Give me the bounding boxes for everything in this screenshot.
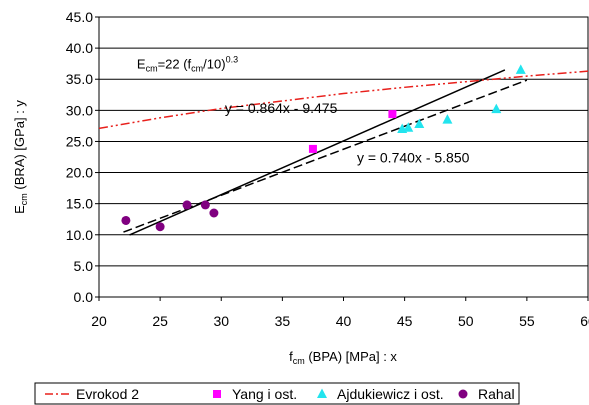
data-point bbox=[515, 64, 526, 74]
trendline-equation: y = 0.864x - 9.475 bbox=[225, 100, 338, 116]
data-point bbox=[442, 114, 453, 124]
axes: 0.0 5.0 10.0 15.0 20.0 25.0 30.0 35.0 40.0 45.0 20… bbox=[66, 9, 589, 329]
x-tick-label: 45 bbox=[397, 313, 413, 329]
y-tick-label: 5.0 bbox=[74, 258, 94, 274]
x-axis-label: fcm (BPA) [MPa] : x bbox=[289, 349, 397, 366]
data-point bbox=[182, 200, 192, 210]
legend-label: Rahal bbox=[478, 386, 515, 402]
data-point bbox=[209, 208, 219, 218]
y-tick-label: 30.0 bbox=[66, 102, 93, 118]
y-tick-label: 0.0 bbox=[74, 289, 94, 305]
x-tick-label: 25 bbox=[152, 313, 168, 329]
legend-swatch bbox=[458, 389, 468, 399]
series bbox=[98, 64, 589, 236]
legend-box bbox=[34, 382, 520, 405]
legend-label: Yang i ost. bbox=[232, 386, 297, 402]
y-axis-label: Ecm (BRA) [GPa] : y bbox=[12, 100, 29, 214]
x-tick-label: 20 bbox=[91, 313, 107, 329]
x-tick-label: 30 bbox=[213, 313, 229, 329]
x-tick-label: 55 bbox=[519, 313, 535, 329]
x-tick-label: 35 bbox=[275, 313, 291, 329]
y-tick-label: 15.0 bbox=[66, 196, 93, 212]
formula-annotation: Ecm=22 (fcm/10)0.3 bbox=[137, 55, 238, 74]
data-point bbox=[155, 222, 165, 232]
legend-swatch bbox=[213, 390, 221, 398]
y-tick-label: 25.0 bbox=[66, 133, 93, 149]
data-point bbox=[491, 103, 502, 114]
trendline bbox=[129, 69, 506, 236]
data-point bbox=[403, 122, 414, 132]
x-tick-label: 50 bbox=[458, 313, 474, 329]
legend-label: Evrokod 2 bbox=[76, 386, 139, 402]
legend: Evrokod 2 Yang i ost. Ajdukiewicz i ost. Ra… bbox=[34, 382, 520, 405]
data-point bbox=[308, 144, 317, 153]
data-point bbox=[414, 118, 425, 129]
y-tick-label: 45.0 bbox=[66, 9, 93, 25]
y-tick-label: 20.0 bbox=[66, 165, 93, 181]
data-point bbox=[200, 200, 210, 210]
annotations: y = 0.864x - 9.475 y = 0.740x - 5.850 Ecm=… bbox=[137, 55, 470, 166]
y-tick-label: 35.0 bbox=[66, 71, 93, 87]
y-tick-label: 10.0 bbox=[66, 227, 93, 243]
x-tick-label: 40 bbox=[336, 313, 352, 329]
gridlines bbox=[99, 47, 588, 267]
legend-label: Ajdukiewicz i ost. bbox=[337, 386, 444, 402]
x-tick-label: 60 bbox=[580, 313, 589, 329]
trendline-equation: y = 0.740x - 5.850 bbox=[357, 150, 470, 166]
legend-swatch bbox=[317, 388, 327, 398]
y-tick-label: 40.0 bbox=[66, 40, 93, 56]
data-point bbox=[388, 110, 397, 119]
data-point bbox=[121, 215, 131, 225]
series-line-evrokod bbox=[98, 70, 589, 130]
